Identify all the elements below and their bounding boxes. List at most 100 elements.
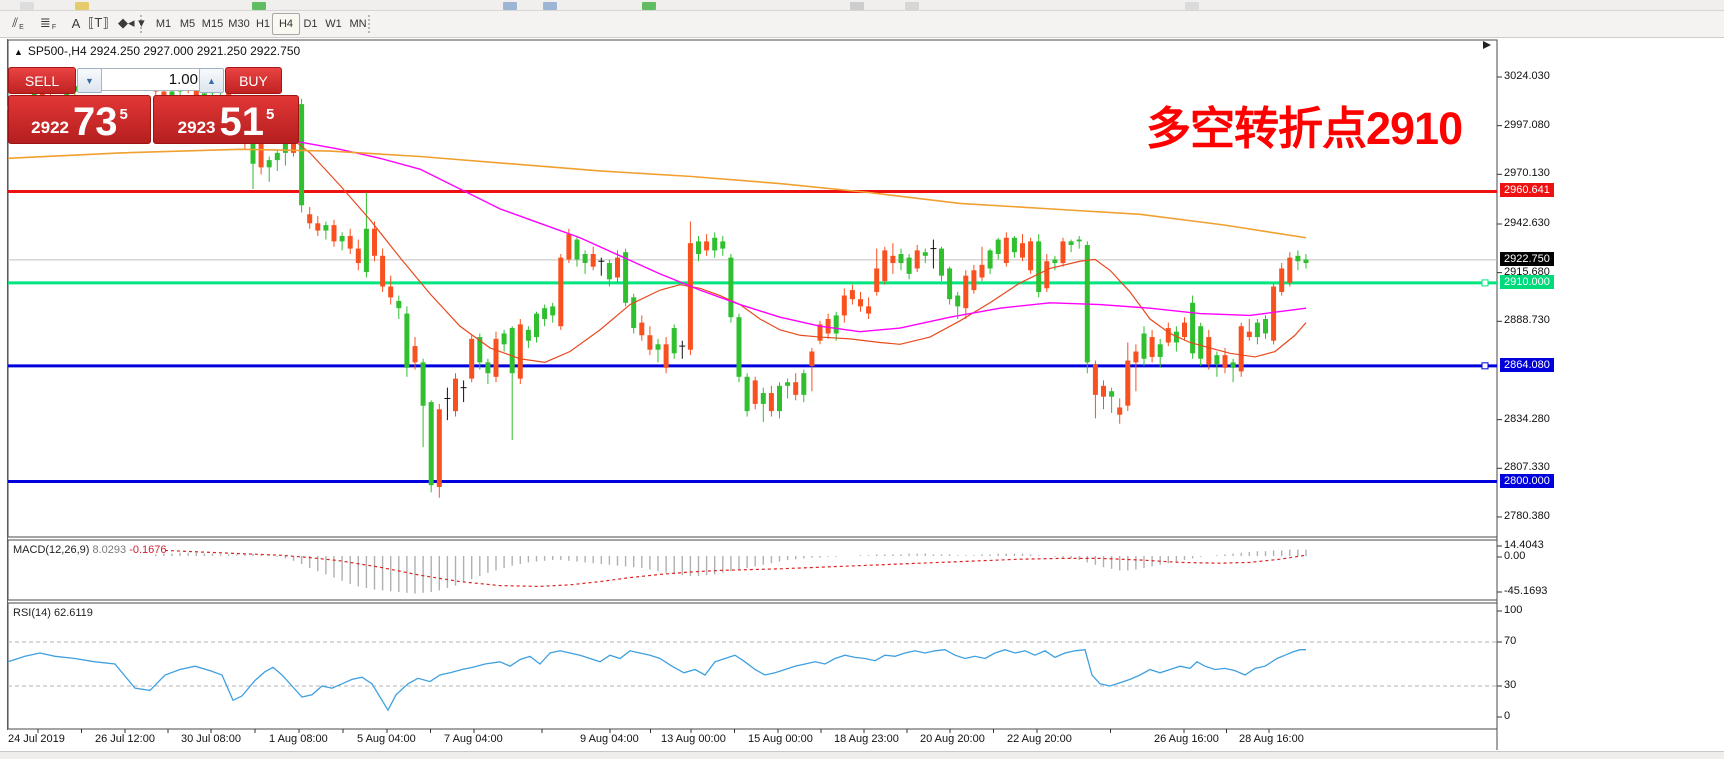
candle-body <box>841 295 847 316</box>
window-chrome-icon <box>20 2 34 10</box>
candle-body <box>809 351 815 366</box>
timeframe-button-m30[interactable]: M30 <box>228 18 250 30</box>
candle-body <box>1044 261 1050 289</box>
time-tick-label: 18 Aug 23:00 <box>834 733 899 745</box>
window-chrome-icon <box>642 2 656 10</box>
time-tick-label: 1 Aug 08:00 <box>269 733 328 745</box>
time-tick-label: 7 Aug 04:00 <box>444 733 503 745</box>
buy-price-sup: 5 <box>265 106 275 123</box>
price-tick-label: 2970.130 <box>1504 167 1550 180</box>
time-tick-label: 15 Aug 00:00 <box>748 733 813 745</box>
window-chrome-icon <box>850 2 864 10</box>
candle-body <box>485 362 491 374</box>
candle-body <box>687 243 693 350</box>
candle-body <box>590 254 596 267</box>
candle-body <box>890 255 896 264</box>
chevron-up-icon: ▲ <box>207 75 216 86</box>
candle-body <box>436 409 442 487</box>
candle-body <box>558 257 564 327</box>
volume-input[interactable]: 1.00 <box>101 68 205 91</box>
price-tick-label: 2834.280 <box>1504 412 1550 425</box>
candle-body <box>331 225 337 242</box>
symbol-info-row: ▲ SP500-,H4 2924.250 2927.000 2921.250 29… <box>14 44 300 58</box>
timeframe-button-m15[interactable]: M15 <box>201 18 224 30</box>
rsi-tick-label: 30 <box>1504 679 1517 691</box>
candle-body <box>606 263 612 280</box>
time-tick-label: 9 Aug 04:00 <box>580 733 639 745</box>
symbol-ohlc-text: SP500-,H4 2924.250 2927.000 2921.250 292… <box>27 44 301 58</box>
sell-price-display[interactable]: 2922 73 5 <box>8 95 151 144</box>
chevron-down-icon: ▼ <box>85 75 94 86</box>
fibonacci-tool-icon[interactable]: ≣ F <box>39 15 57 31</box>
sell-price-main: 2922 <box>31 118 69 137</box>
candle-body <box>1036 241 1042 292</box>
price-line-label: 2800.000 <box>1500 473 1554 488</box>
candle-body <box>1206 337 1212 365</box>
candle-body <box>1198 326 1204 359</box>
macd-signal-value: -0.1676 <box>129 544 167 556</box>
rsi-name: RSI(14) <box>13 607 51 619</box>
candle-body <box>1263 319 1268 334</box>
candle-body <box>1214 355 1220 365</box>
time-tick-label: 26 Jul 12:00 <box>95 733 155 745</box>
candle-body <box>955 295 961 307</box>
timeframe-button-d1[interactable]: D1 <box>303 18 318 30</box>
text-label-tool-icon[interactable]: A <box>71 15 81 31</box>
text-tool-icon[interactable]: ⟦T⟧ <box>88 15 109 30</box>
candle-body <box>1222 355 1228 368</box>
timeframe-button-m1[interactable]: M1 <box>155 18 172 30</box>
candle-body <box>274 152 280 161</box>
time-tick-label: 30 Jul 08:00 <box>181 733 241 745</box>
candle-body <box>582 254 588 264</box>
time-tick-label: 28 Aug 16:00 <box>1239 733 1304 745</box>
candle-body <box>250 143 256 164</box>
candle-body <box>1246 331 1252 338</box>
candle-body <box>995 239 1001 255</box>
candle-body <box>1165 328 1171 343</box>
line-drag-handle <box>1481 279 1489 287</box>
candle-body <box>1101 385 1106 397</box>
candle-body <box>363 228 369 273</box>
candle-body <box>712 237 718 251</box>
volume-increase-button[interactable]: ▲ <box>199 68 224 93</box>
buy-price-main: 2923 <box>177 118 216 137</box>
candle-body <box>1125 360 1131 406</box>
sell-button[interactable]: SELL <box>8 67 76 94</box>
buy-price-display[interactable]: 2923 51 5 <box>153 95 299 144</box>
timeframe-button-h4[interactable]: H4 <box>272 13 300 35</box>
candle-body <box>1052 259 1058 264</box>
timeframe-button-m5[interactable]: M5 <box>179 18 196 30</box>
rsi-line <box>7 648 1306 712</box>
candle-body <box>380 255 386 287</box>
candle-body <box>347 235 353 249</box>
toolbar-separator <box>140 15 145 33</box>
time-tick-label: 22 Aug 20:00 <box>1007 733 1072 745</box>
candle-body <box>1092 364 1098 395</box>
candle-body <box>971 270 977 291</box>
candle-body <box>760 393 766 404</box>
candle-body <box>777 385 782 412</box>
collapse-panel-icon[interactable]: ▲ <box>14 47 23 57</box>
candle-body <box>1133 351 1139 363</box>
one-click-trading-panel: SELL ▼ 1.00 ▲ BUY 2922 73 5 2923 51 5 <box>8 62 299 144</box>
buy-button[interactable]: BUY <box>225 67 282 94</box>
candle-body <box>615 257 620 278</box>
candle-body <box>282 142 288 153</box>
candle-body <box>866 306 872 314</box>
shapes-tool-icon[interactable]: ◆◂ ▾ <box>118 15 145 30</box>
price-tick-label: 2888.730 <box>1504 314 1550 327</box>
candle-body <box>258 143 264 168</box>
volume-decrease-button[interactable]: ▼ <box>77 68 102 93</box>
candle-body <box>987 250 993 269</box>
candle-body <box>1020 243 1025 258</box>
timeframe-button-mn[interactable]: MN <box>349 18 367 30</box>
candle-body <box>1182 322 1187 338</box>
candle-body <box>396 300 402 309</box>
rsi-indicator-label: RSI(14) 62.6119 <box>13 607 93 619</box>
window-chrome-icon <box>75 2 89 10</box>
timeframe-button-h1[interactable]: H1 <box>255 18 271 30</box>
timeframe-button-w1[interactable]: W1 <box>325 18 342 30</box>
candle-body <box>428 402 434 486</box>
sell-price-big: 73 <box>72 100 118 144</box>
draw-channel-tool-icon[interactable]: ⫽ E <box>12 15 24 31</box>
